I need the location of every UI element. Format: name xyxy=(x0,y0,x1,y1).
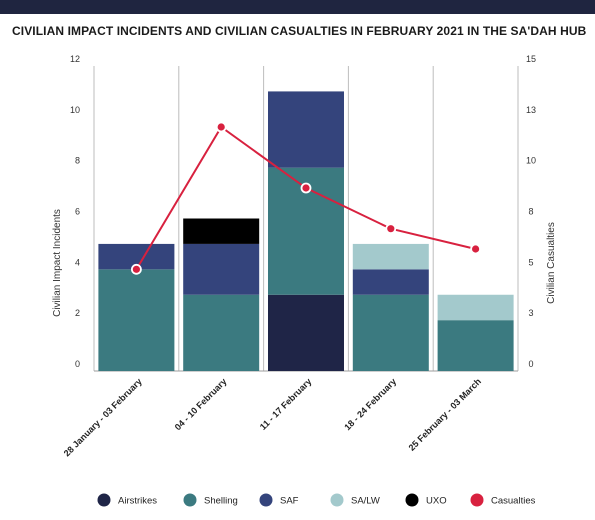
legend-label: Shelling xyxy=(204,496,238,507)
legend-label: SAF xyxy=(280,496,299,507)
left-tick-label: 4 xyxy=(75,257,80,267)
casualties-point xyxy=(470,243,482,255)
bar-shelling xyxy=(183,294,260,371)
bar-saf xyxy=(183,243,260,295)
legend-swatch xyxy=(183,493,197,507)
bar-shelling xyxy=(437,320,514,371)
left-axis-ticks: 0 2 4 6 8 10 12 xyxy=(70,54,80,369)
casualties-point xyxy=(130,263,142,275)
legend-label: Casualties xyxy=(491,496,536,507)
left-tick-label: 12 xyxy=(70,54,80,64)
left-tick-label: 6 xyxy=(75,207,80,217)
right-tick-label: 8 xyxy=(528,207,533,217)
top-banner xyxy=(0,0,595,14)
bar-airstrikes xyxy=(268,294,344,371)
left-tick-label: 2 xyxy=(75,308,80,318)
right-axis-ticks: 0 3 5 8 10 13 15 xyxy=(526,54,536,369)
category-label: 28 January - 03 February xyxy=(62,376,144,458)
left-tick-label: 8 xyxy=(75,156,80,166)
casualties-point xyxy=(215,121,227,133)
chart-title: CIVILIAN IMPACT INCIDENTS AND CIVILIAN C… xyxy=(12,24,587,38)
bar-shelling xyxy=(352,294,429,371)
legend-swatch xyxy=(405,493,419,507)
bar-shelling xyxy=(98,269,175,371)
category-label: 11 - 17 February xyxy=(258,376,314,432)
right-tick-label: 5 xyxy=(528,257,533,267)
left-axis-title: Civilian Impact Incidents xyxy=(52,209,63,317)
casualties-line xyxy=(130,121,482,275)
right-tick-label: 13 xyxy=(526,105,536,115)
casualties-point xyxy=(385,223,397,235)
right-tick-label: 0 xyxy=(528,359,533,369)
bar-sa-lw xyxy=(437,294,514,321)
left-tick-label: 10 xyxy=(70,105,80,115)
legend-swatch xyxy=(470,493,484,507)
bars xyxy=(98,91,514,371)
category-labels: 28 January - 03 February 04 - 10 February… xyxy=(62,376,483,458)
legend-label: SA/LW xyxy=(351,496,380,507)
bar-sa-lw xyxy=(352,243,429,270)
right-axis-title: Civilian Casualties xyxy=(546,222,557,304)
legend-swatch xyxy=(97,493,111,507)
right-tick-label: 15 xyxy=(526,54,536,64)
right-tick-label: 3 xyxy=(528,308,533,318)
legend-label: UXO xyxy=(426,496,447,507)
legend-swatch xyxy=(259,493,273,507)
left-tick-label: 0 xyxy=(75,359,80,369)
category-label: 25 February - 03 March xyxy=(407,376,483,452)
bar-saf xyxy=(352,269,429,295)
bar-saf xyxy=(268,91,344,168)
legend: Airstrikes Shelling SAF SA/LW UXO Casualties xyxy=(97,493,536,507)
category-label: 04 - 10 February xyxy=(173,376,229,432)
casualties-point xyxy=(300,182,312,194)
bar-uxo xyxy=(183,218,260,244)
category-label: 18 - 24 February xyxy=(342,376,398,432)
legend-swatch xyxy=(330,493,344,507)
right-tick-label: 10 xyxy=(526,156,536,166)
legend-label: Airstrikes xyxy=(118,496,157,507)
